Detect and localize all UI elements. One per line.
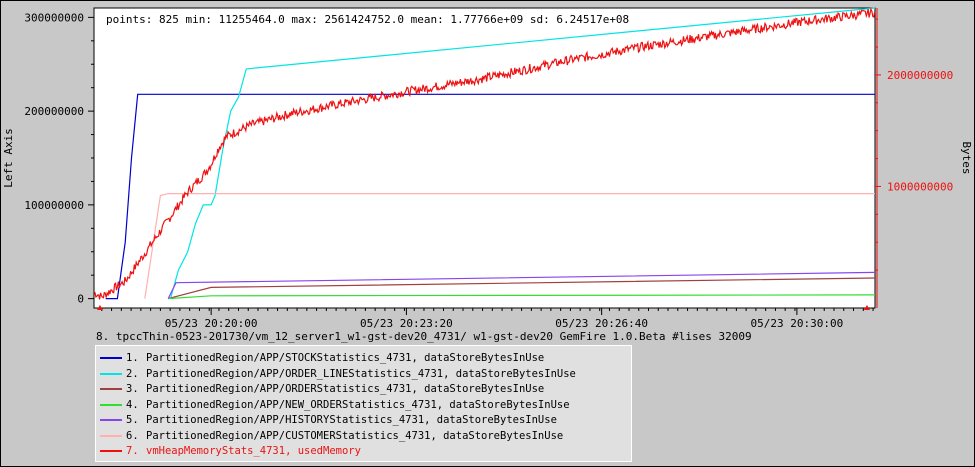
x-tick-label: 05/23 20:26:40 — [555, 317, 648, 330]
legend-number: 3. — [126, 383, 139, 395]
legend-swatch — [100, 419, 122, 421]
x-tick-label: 05/23 20:30:00 — [751, 317, 844, 330]
legend: 1. PartitionedRegion/APP/STOCKStatistics_… — [95, 345, 632, 462]
x-axis-title: 8. tpccThin-0523-201730/vm_12_server1_w1… — [96, 330, 752, 343]
legend-item[interactable]: 1. PartitionedRegion/APP/STOCKStatistics_… — [100, 350, 544, 366]
legend-swatch — [100, 403, 122, 406]
legend-item[interactable]: 4. PartitionedRegion/APP/NEW_ORDERStatist… — [100, 397, 570, 413]
legend-label: PartitionedRegion/APP/STOCKStatistics_47… — [146, 352, 545, 364]
legend-swatch — [100, 450, 122, 452]
left-tick-label: 100000000 — [24, 199, 84, 212]
legend-swatch — [100, 357, 122, 359]
series-line-6 — [144, 193, 875, 299]
legend-swatch — [100, 434, 122, 437]
legend-swatch — [100, 372, 122, 375]
legend-number: 5. — [126, 414, 139, 426]
legend-number: 4. — [126, 398, 139, 411]
legend-item[interactable]: 6. PartitionedRegion/APP/CUSTOMERStatisti… — [100, 428, 563, 444]
legend-number: 2. — [126, 367, 139, 380]
right-tick-label: 2000000000 — [887, 69, 953, 82]
chart-svg: 0 100000000 200000000 300000000 1000000000 20… — [2, 7, 973, 343]
legend-label: PartitionedRegion/APP/ORDER_LINEStatisti… — [146, 367, 576, 380]
legend-swatch — [100, 388, 122, 390]
legend-label: PartitionedRegion/APP/ORDERStatistics_47… — [146, 383, 545, 395]
left-tick-label: 300000000 — [24, 11, 84, 24]
right-tick-label: 1000000000 — [887, 180, 953, 193]
legend-number: 7. — [126, 445, 139, 457]
series-line-4 — [168, 294, 876, 300]
right-axis-title: Bytes — [960, 141, 973, 174]
legend-item[interactable]: 5. PartitionedRegion/APP/HISTORYStatistic… — [100, 412, 557, 428]
x-tick-label: 05/23 20:23:20 — [360, 317, 453, 330]
series-line-3 — [168, 277, 876, 300]
series-line-5 — [167, 271, 876, 299]
legend-item[interactable]: 3. PartitionedRegion/APP/ORDERStatistics_… — [100, 381, 544, 397]
legend-item[interactable]: 2. PartitionedRegion/APP/ORDER_LINEStatis… — [100, 366, 576, 382]
legend-label: PartitionedRegion/APP/NEW_ORDERStatistic… — [146, 398, 570, 411]
series-line-7 — [93, 7, 876, 300]
start-marker — [97, 305, 103, 310]
legend-label: PartitionedRegion/APP/HISTORYStatistics_… — [146, 414, 557, 426]
plot-area — [93, 7, 876, 309]
legend-label: vmHeapMemoryStats_4731, usedMemory — [146, 445, 361, 457]
legend-number: 1. — [126, 352, 139, 364]
legend-item[interactable]: 7. vmHeapMemoryStats_4731, usedMemory — [100, 443, 361, 459]
left-axis-title: Left Axis — [2, 128, 15, 188]
legend-label: PartitionedRegion/APP/CUSTOMERStatistics… — [146, 429, 564, 442]
stats-text: points: 825 min: 11255464.0 max: 2561424… — [106, 13, 629, 26]
end-marker — [864, 305, 870, 310]
legend-number: 6. — [126, 429, 139, 442]
series-line-2 — [169, 7, 876, 299]
series-line-1 — [105, 93, 875, 300]
left-tick-label: 0 — [77, 293, 84, 306]
x-tick-label: 05/23 20:20:00 — [165, 317, 258, 330]
left-tick-label: 200000000 — [24, 105, 84, 118]
